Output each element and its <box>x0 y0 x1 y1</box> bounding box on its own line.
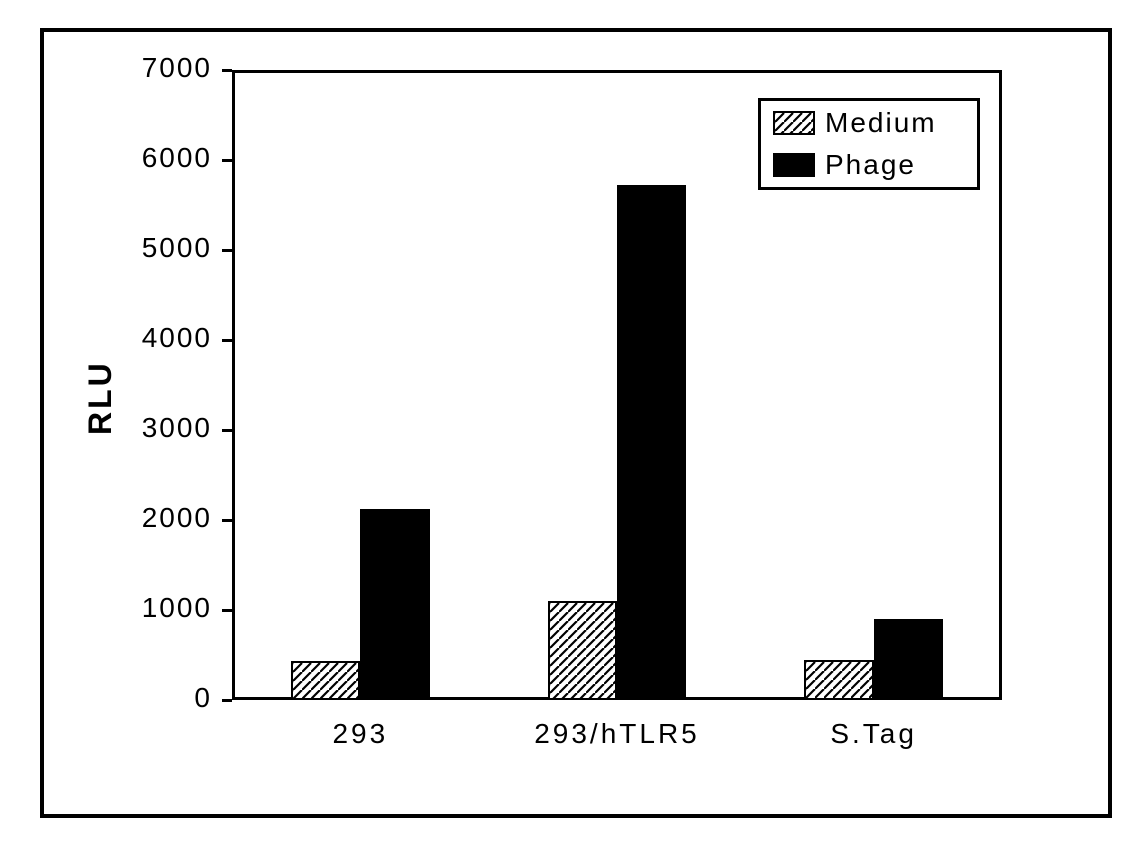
y-tick <box>222 339 232 342</box>
y-tick <box>222 519 232 522</box>
y-tick-label: 4000 <box>112 322 212 354</box>
bar-medium-1 <box>548 601 617 700</box>
bar-phage-2 <box>874 619 943 700</box>
y-tick-label: 7000 <box>112 52 212 84</box>
legend-swatch <box>773 153 815 177</box>
y-tick-label: 0 <box>112 682 212 714</box>
legend-item: Medium <box>773 107 965 139</box>
y-tick <box>222 609 232 612</box>
bar-medium-0 <box>291 661 360 700</box>
y-tick-label: 3000 <box>112 412 212 444</box>
x-tick-label: S.Tag <box>745 718 1002 750</box>
bar-phage-0 <box>360 509 429 700</box>
y-tick-label: 1000 <box>112 592 212 624</box>
y-tick-label: 5000 <box>112 232 212 264</box>
bar-phage-1 <box>617 185 686 700</box>
x-tick-label: 293 <box>232 718 489 750</box>
bar-medium-2 <box>804 660 873 701</box>
legend-item: Phage <box>773 149 965 181</box>
y-tick <box>222 699 232 702</box>
legend: Medium Phage <box>758 98 980 190</box>
legend-label: Phage <box>825 149 916 181</box>
y-tick-label: 2000 <box>112 502 212 534</box>
legend-label: Medium <box>825 107 937 139</box>
legend-swatch <box>773 111 815 135</box>
y-tick <box>222 159 232 162</box>
y-tick <box>222 249 232 252</box>
y-axis-title: RLU <box>82 360 119 435</box>
y-tick <box>222 69 232 72</box>
y-tick-label: 6000 <box>112 142 212 174</box>
y-tick <box>222 429 232 432</box>
x-tick-label: 293/hTLR5 <box>489 718 746 750</box>
